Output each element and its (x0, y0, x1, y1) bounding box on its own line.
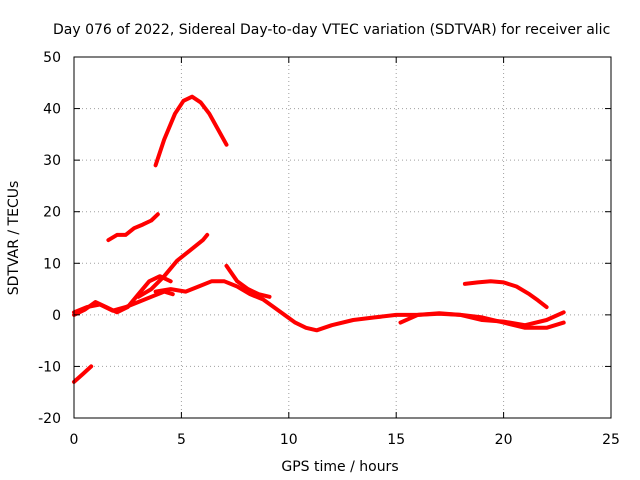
series-arc-9 (398, 311, 566, 330)
y-axis: -20 -10 0 10 20 30 40 50 (38, 50, 611, 427)
chart-title: Day 076 of 2022, Sidereal Day-to-day VTE… (53, 22, 610, 38)
y-axis-label: SDTVAR / TECUs (6, 181, 22, 296)
series-arc-6 (72, 289, 175, 315)
y-tick-label: -10 (38, 359, 61, 375)
y-tick-label: 30 (43, 153, 61, 169)
series-layer (72, 94, 566, 384)
grid (74, 57, 611, 418)
y-tick-label: -20 (38, 411, 61, 427)
series-arc-1 (72, 364, 94, 384)
y-tick-label: 50 (43, 50, 61, 66)
y-tick-label: 40 (43, 102, 61, 118)
x-axis-label: GPS time / hours (281, 459, 398, 475)
x-tick-label: 5 (177, 432, 186, 448)
x-tick-label: 20 (495, 432, 513, 448)
y-tick-label: 10 (43, 256, 61, 272)
x-tick-label: 25 (602, 432, 620, 448)
x-axis: 0 5 10 15 20 25 (70, 57, 620, 448)
y-tick-label: 0 (52, 308, 61, 324)
series-arc-10 (462, 279, 549, 310)
x-tick-label: 10 (280, 432, 298, 448)
series-arc-3 (106, 212, 160, 243)
x-tick-label: 0 (70, 432, 79, 448)
y-tick-label: 20 (43, 205, 61, 221)
series-arc-8 (224, 263, 272, 299)
series-arc-4 (136, 232, 210, 299)
x-tick-label: 15 (387, 432, 405, 448)
series-arc-2 (153, 94, 229, 168)
plot-frame (73, 56, 612, 419)
series-arc-7 (153, 279, 566, 333)
